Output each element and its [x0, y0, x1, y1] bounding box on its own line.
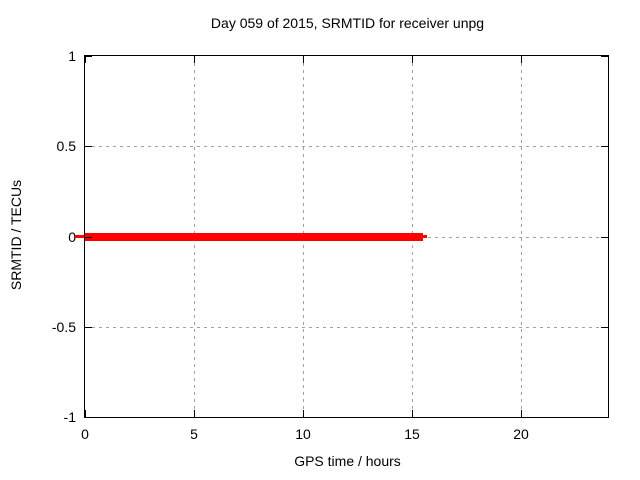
x-tick-bottom — [521, 410, 522, 417]
y-tick-left — [85, 327, 92, 328]
y-tick-label: 1 — [68, 48, 76, 64]
y-tick-left — [85, 237, 92, 238]
series-end-cap — [423, 235, 427, 238]
x-tick-label: 0 — [81, 426, 89, 442]
y-tick-right — [601, 327, 608, 328]
y-tick-right — [601, 56, 608, 57]
x-tick-top — [521, 56, 522, 63]
y-tick-label: 0 — [68, 229, 76, 245]
x-tick-label: 10 — [295, 426, 311, 442]
x-tick-top — [85, 56, 86, 63]
x-tick-top — [412, 56, 413, 63]
y-tick-label: 0.5 — [56, 138, 76, 154]
series-line — [85, 233, 423, 241]
x-axis-label: GPS time / hours — [294, 453, 401, 469]
y-tick-left — [85, 56, 92, 57]
y-gridline — [85, 327, 608, 328]
y-tick-label: -0.5 — [51, 319, 76, 335]
x-tick-label: 5 — [190, 426, 198, 442]
y-tick-right — [601, 237, 608, 238]
y-tick-right — [601, 146, 608, 147]
series-start-cap — [75, 235, 84, 238]
y-tick-label: -1 — [63, 409, 76, 425]
x-tick-bottom — [303, 410, 304, 417]
x-tick-label: 15 — [404, 426, 420, 442]
plot-area — [75, 55, 609, 418]
x-tick-top — [303, 56, 304, 63]
x-tick-bottom — [85, 410, 86, 417]
x-tick-top — [194, 56, 195, 63]
x-gridline — [521, 56, 522, 417]
x-tick-label: 20 — [513, 426, 529, 442]
x-tick-bottom — [194, 410, 195, 417]
y-tick-right — [601, 417, 608, 418]
chart-title: Day 059 of 2015, SRMTID for receiver unp… — [210, 15, 485, 31]
x-tick-bottom — [412, 410, 413, 417]
y-tick-left — [85, 146, 92, 147]
y-gridline — [85, 146, 608, 147]
y-tick-left — [85, 417, 92, 418]
